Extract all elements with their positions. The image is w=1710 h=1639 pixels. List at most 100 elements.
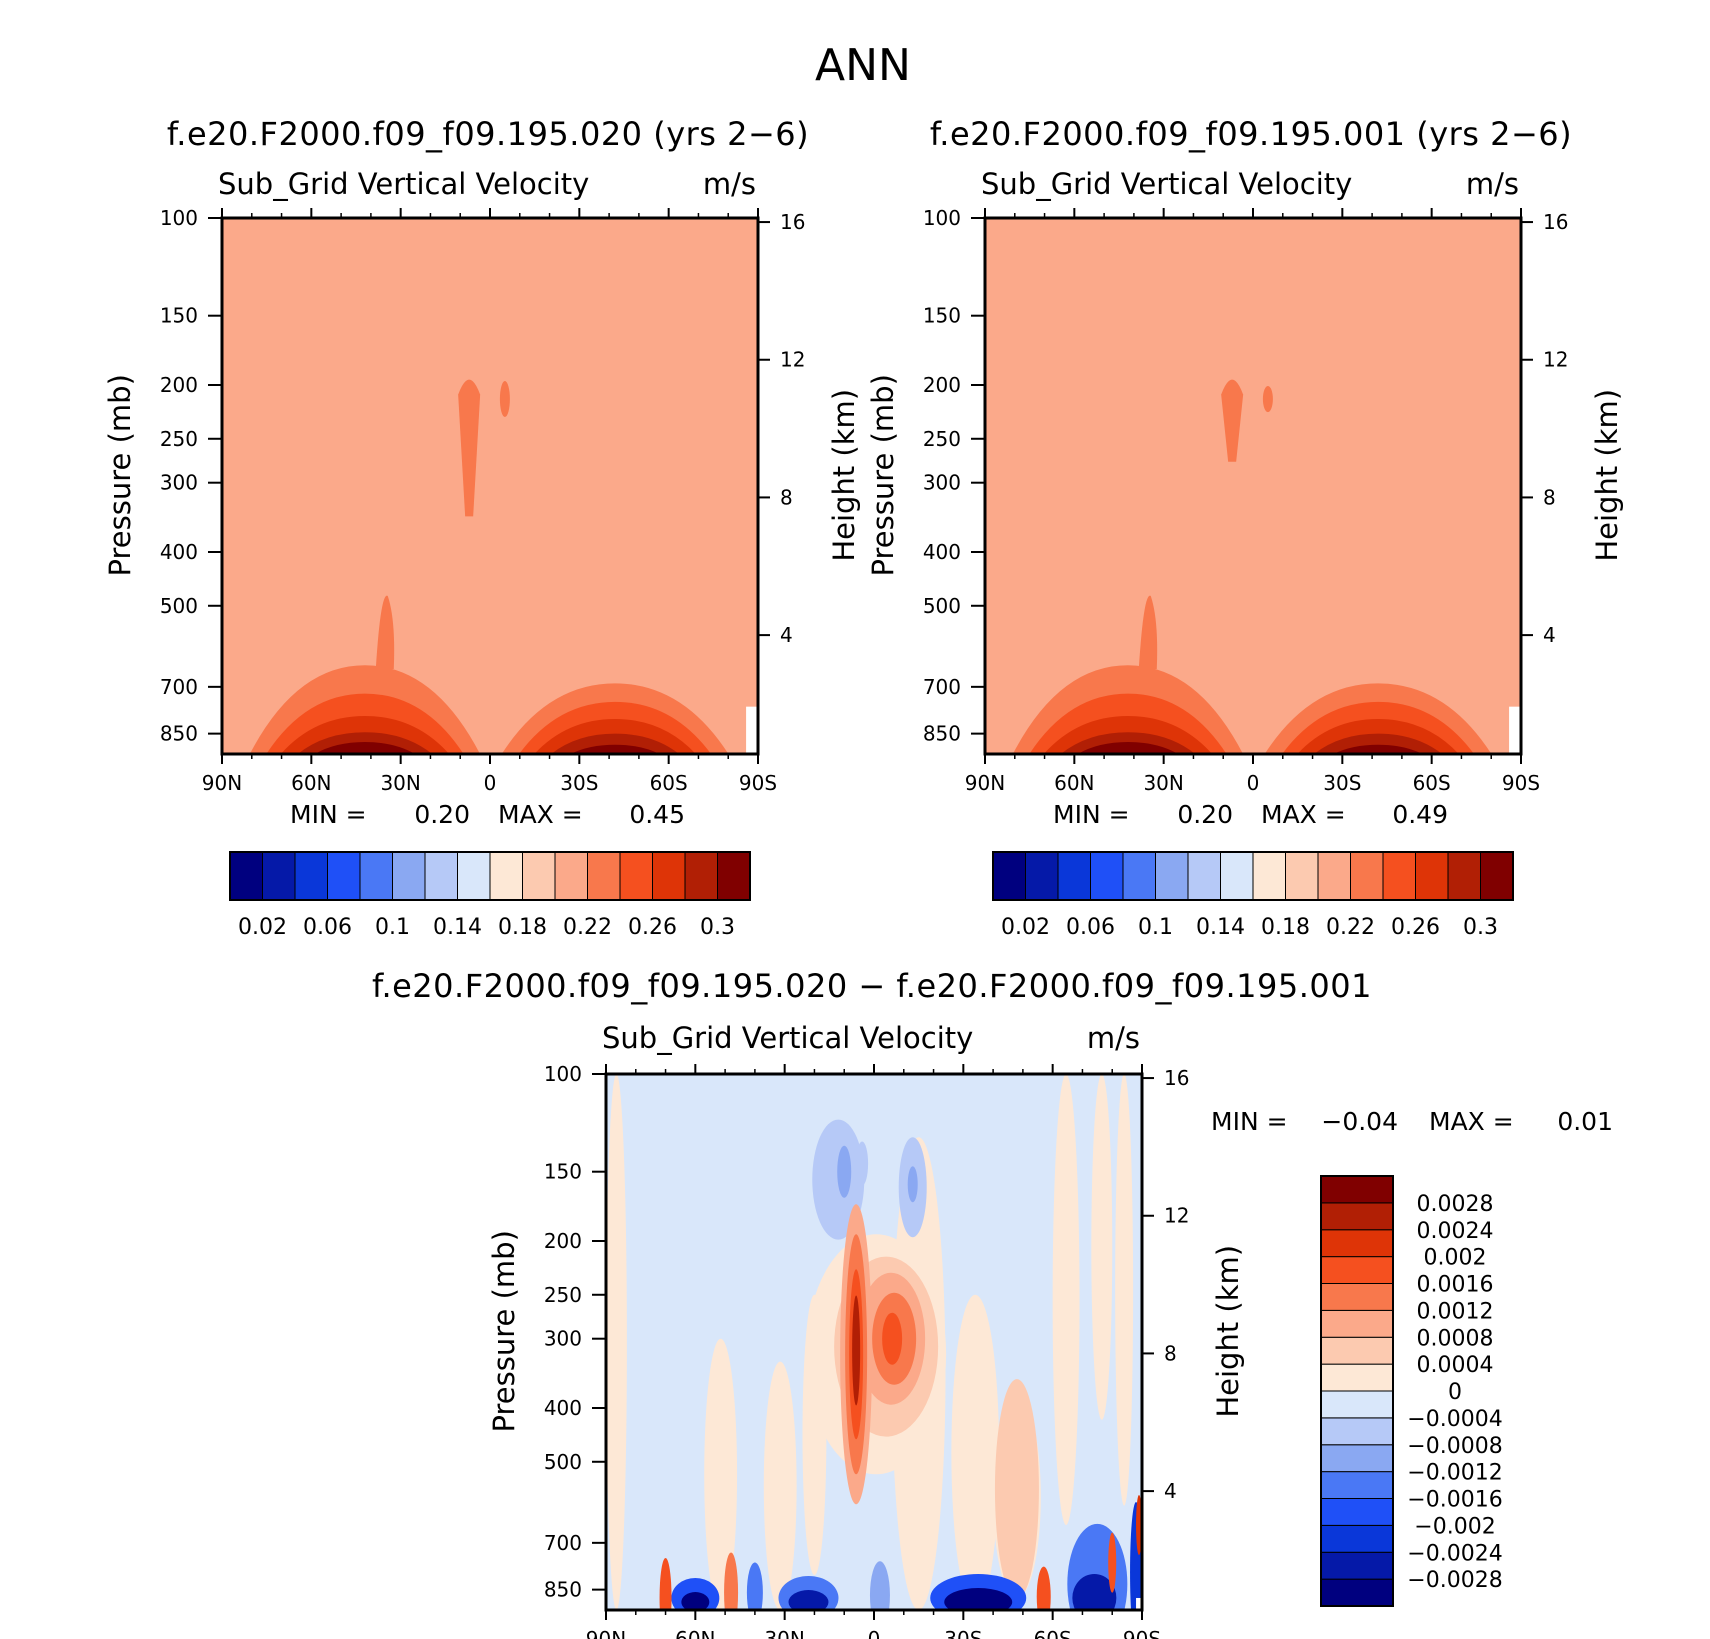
plume-region <box>1138 595 1158 669</box>
colorbar-swatch <box>1320 1524 1394 1553</box>
colorbar-swatch <box>229 851 263 901</box>
x-tick-label: 30S <box>944 1627 982 1639</box>
x-tick-label: 0 <box>868 1627 881 1639</box>
colorbar-label: 0.3 <box>700 915 735 940</box>
positive-anomaly-region <box>724 1552 739 1610</box>
colorbar-label: 0.22 <box>563 915 612 940</box>
colorbar-label: 0.06 <box>303 915 352 940</box>
colorbar-label: −0.0012 <box>1407 1461 1502 1486</box>
y-tick-label: 500 <box>923 594 961 618</box>
x-tick-label: 60S <box>1413 771 1451 795</box>
contour-field <box>985 218 1521 754</box>
positive-anomaly-region <box>1115 1074 1134 1506</box>
y-axis-label: Pressure (mb) <box>866 374 900 576</box>
x-tick-label: 30N <box>764 1627 804 1639</box>
colorbar-label: 0 <box>1448 1380 1462 1405</box>
upper-maximum-region <box>1221 379 1244 462</box>
boundary-layer-region <box>551 733 679 754</box>
x-tick-label: 60N <box>1054 771 1094 795</box>
y-tick-label: 100 <box>544 1062 582 1086</box>
height-tick-label: 16 <box>1543 210 1568 234</box>
colorbar-swatch <box>1090 851 1124 901</box>
y-tick-label: 700 <box>923 675 961 699</box>
colorbar-label: −0.0008 <box>1407 1434 1502 1459</box>
y-tick-label: 150 <box>544 1160 582 1184</box>
boundary-layer-region <box>314 741 416 754</box>
x-tick-label: 90S <box>1123 1627 1161 1639</box>
contour-field <box>222 218 758 754</box>
colorbar-swatch <box>489 851 523 901</box>
colorbar-label: 0.0024 <box>1417 1219 1494 1244</box>
colorbar-swatch <box>1122 851 1156 901</box>
x-tick-label: 30N <box>1143 771 1183 795</box>
height-tick-label: 8 <box>780 485 793 509</box>
y-tick-label: 150 <box>160 304 198 328</box>
colorbar-swatch <box>1320 1283 1394 1311</box>
colorbar-label: 0.02 <box>1001 915 1050 940</box>
colorbar-swatch <box>392 851 426 901</box>
negative-anomaly-region <box>1072 1573 1117 1610</box>
masked-region <box>1136 1597 1142 1610</box>
panel-title: f.e20.F2000.f09_f09.195.001 (yrs 2−6) <box>930 115 1572 153</box>
upper-maximum-region <box>499 381 510 418</box>
height-axis-label: Height (km) <box>827 389 861 562</box>
colorbar-swatch <box>619 851 653 901</box>
min-label: MIN = <box>290 800 367 829</box>
colorbar-swatch <box>457 851 491 901</box>
min-value: −0.04 <box>1321 1107 1398 1136</box>
colorbar-swatch <box>1320 1498 1394 1526</box>
positive-anomaly-region <box>1091 1074 1113 1420</box>
boundary-layer-region <box>570 744 660 754</box>
positive-anomaly-region <box>704 1338 738 1610</box>
figure-title: ANN <box>815 40 911 91</box>
boundary-layer-region <box>1333 744 1423 754</box>
colorbar: 0.00280.00240.0020.00160.00120.00080.000… <box>1320 1175 1503 1607</box>
y-tick-label: 250 <box>923 427 961 451</box>
units-label: m/s <box>1466 167 1519 201</box>
negative-anomaly-region <box>788 1590 829 1610</box>
colorbar-label: 0.0008 <box>1417 1326 1494 1351</box>
colorbar-swatch <box>522 851 556 901</box>
colorbar-label: −0.0028 <box>1407 1568 1502 1593</box>
colorbar-swatch <box>1350 851 1384 901</box>
colorbar-swatch <box>1320 1417 1394 1446</box>
height-tick-label: 8 <box>1543 485 1556 509</box>
colorbar-label: −0.002 <box>1414 1514 1495 1539</box>
max-label: MAX = <box>1261 800 1346 829</box>
colorbar-swatch <box>359 851 393 901</box>
colorbar-swatch <box>1320 1363 1394 1392</box>
colorbar-swatch <box>424 851 458 901</box>
colorbar-label: 0.06 <box>1066 915 1115 940</box>
y-tick-label: 400 <box>544 1396 582 1420</box>
y-tick-label: 500 <box>544 1450 582 1474</box>
colorbar-label: 0.26 <box>1391 915 1440 940</box>
height-tick-label: 16 <box>780 210 805 234</box>
panel-title: f.e20.F2000.f09_f09.195.020 (yrs 2−6) <box>167 115 809 153</box>
colorbar-label: 0.3 <box>1463 915 1498 940</box>
x-tick-label: 90S <box>1502 771 1540 795</box>
colorbar-swatch <box>1220 851 1254 901</box>
min-value: 0.20 <box>1177 800 1233 829</box>
masked-region <box>1509 706 1521 754</box>
min-value: 0.20 <box>414 800 470 829</box>
colorbar-swatch <box>1025 851 1059 901</box>
y-tick-label: 250 <box>160 427 198 451</box>
x-tick-label: 60S <box>1034 1627 1072 1639</box>
colorbar-swatch <box>1320 1444 1394 1473</box>
colorbar-swatch <box>684 851 718 901</box>
y-tick-label: 850 <box>923 722 961 746</box>
panel-case-001: f.e20.F2000.f09_f09.195.001 (yrs 2−6) Su… <box>866 115 1624 940</box>
colorbar-swatch <box>587 851 621 901</box>
negative-anomaly-region <box>856 1141 869 1186</box>
x-tick-label: 90S <box>739 771 777 795</box>
x-tick-label: 30S <box>1323 771 1361 795</box>
x-tick-label: 30S <box>560 771 598 795</box>
positive-anomaly-region <box>606 1074 627 1610</box>
colorbar-label: 0.0004 <box>1417 1353 1494 1378</box>
colorbar-swatch <box>992 851 1026 901</box>
colorbar-swatch <box>1320 1175 1394 1204</box>
colorbar-swatch <box>1317 851 1351 901</box>
colorbar-swatch <box>1320 1229 1394 1258</box>
colorbar-swatch <box>1252 851 1286 901</box>
